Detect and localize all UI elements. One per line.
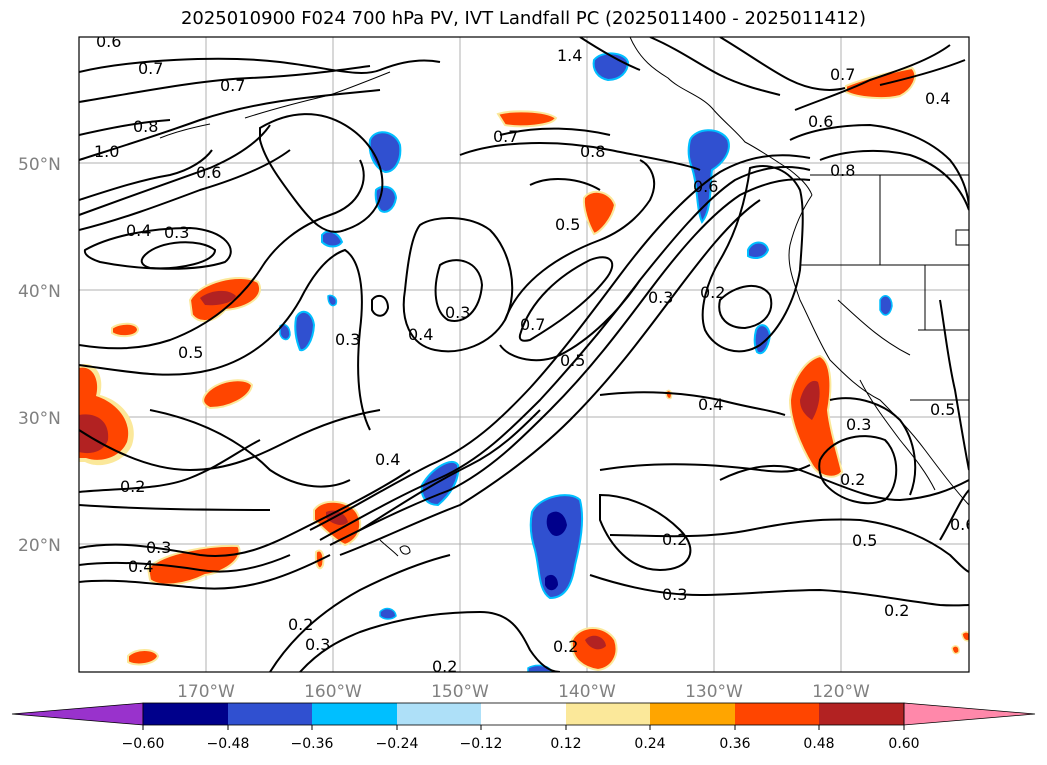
latitude-labels: 50°N 40°N 30°N 20°N — [18, 155, 61, 556]
lat-label: 40°N — [18, 282, 61, 302]
contour-label: 0.4 — [925, 89, 950, 108]
contour-label: 0.6 — [96, 32, 121, 51]
colorbar-segment — [143, 703, 228, 725]
contour-label: 0.2 — [432, 657, 457, 676]
contour-label: 0.3 — [164, 223, 189, 242]
contour-label: 0.4 — [375, 450, 400, 469]
contour-label: 0.2 — [840, 470, 865, 489]
contour-label: 0.2 — [700, 283, 725, 302]
contour-label: 0.3 — [305, 635, 330, 654]
colorbar-label: 0.24 — [634, 736, 665, 752]
contour-label: 0.2 — [120, 477, 145, 496]
contour-label: 0.8 — [580, 142, 605, 161]
colorbar-label: −0.12 — [460, 736, 503, 752]
contour-label: 0.5 — [930, 400, 955, 419]
contour-label: 0.5 — [555, 215, 580, 234]
colorbar-extend-low — [11, 702, 144, 726]
colorbar-label: 0.60 — [888, 736, 919, 752]
colorbar-segment — [481, 703, 566, 725]
contour-label: 0.3 — [445, 303, 470, 322]
contour-label: 0.7 — [138, 59, 163, 78]
contour-label: 0.7 — [520, 315, 545, 334]
contour-label: 0.8 — [133, 117, 158, 136]
contour-label: 0.7 — [220, 76, 245, 95]
contour-label: 0.6 — [196, 163, 221, 182]
contour-label: 0.5 — [178, 343, 203, 362]
lon-label: 170°W — [177, 682, 235, 702]
colorbar-ticks — [142, 725, 905, 730]
colorbar-segment — [312, 703, 397, 725]
colorbar-segment — [650, 703, 735, 725]
colorbar-segment — [566, 703, 650, 725]
contour-label: 0.3 — [662, 585, 687, 604]
contour-label: 0.4 — [408, 325, 433, 344]
colorbar-label: −0.36 — [291, 736, 334, 752]
contour-label: 0.8 — [830, 161, 855, 180]
contour-label: 0.7 — [830, 65, 855, 84]
contour-label: 0.4 — [128, 557, 153, 576]
colorbar-label: −0.48 — [207, 736, 250, 752]
colorbar-extend-high — [903, 702, 1036, 726]
contour-label: 1.0 — [94, 142, 119, 161]
contour-label: 0.2 — [662, 530, 687, 549]
lon-label: 150°W — [431, 682, 489, 702]
lat-label: 20°N — [18, 536, 61, 556]
contour-label: 0.6 — [808, 112, 833, 131]
contour-label: 0.3 — [846, 415, 871, 434]
lon-label: 160°W — [304, 682, 362, 702]
lon-label: 130°W — [685, 682, 743, 702]
colorbar-segment — [735, 703, 819, 725]
colorbar-segment — [397, 703, 481, 725]
contour-label: 0.3 — [335, 330, 360, 349]
map-frame — [78, 36, 970, 673]
contour-label: 0.2 — [884, 601, 909, 620]
colorbar-segment — [228, 703, 312, 725]
longitude-labels: 170°W 160°W 150°W 140°W 130°W 120°W — [177, 682, 870, 702]
colorbar-label: −0.60 — [122, 736, 165, 752]
colorbar-label: 0.12 — [550, 736, 581, 752]
colorbar-label: −0.24 — [376, 736, 419, 752]
contour-labels: 0.6 0.7 0.7 0.8 1.0 0.6 0.4 0.3 1.4 0.7 … — [94, 32, 975, 676]
contour-label: 0.4 — [698, 395, 723, 414]
lat-label: 50°N — [18, 155, 61, 175]
map-title: 2025010900 F024 700 hPa PV, IVT Landfall… — [180, 8, 867, 29]
contour-label: 0.7 — [493, 127, 518, 146]
contour-label: 0.4 — [126, 221, 151, 240]
contour-label: 1.4 — [557, 46, 582, 65]
contour-label: 0.2 — [288, 615, 313, 634]
lon-label: 140°W — [558, 682, 616, 702]
map-panel: 0.6 0.7 0.7 0.8 1.0 0.6 0.4 0.3 1.4 0.7 … — [79, 32, 975, 676]
contour-label: 0.3 — [648, 288, 673, 307]
lon-label: 120°W — [812, 682, 870, 702]
pv-contours — [79, 37, 969, 672]
colorbar-label: 0.36 — [719, 736, 750, 752]
contour-label: 0.3 — [146, 538, 171, 557]
lat-label: 30°N — [18, 409, 61, 429]
colorbar-segment — [819, 703, 904, 725]
contour-label: 0.6 — [950, 515, 975, 534]
contour-label: 0.2 — [553, 637, 578, 656]
colorbar-label: 0.48 — [803, 736, 834, 752]
contour-label: 0.6 — [693, 177, 718, 196]
colorbar: −0.60 −0.48 −0.36 −0.24 −0.12 0.12 0.24 … — [11, 702, 1036, 752]
contour-label: 0.5 — [560, 351, 585, 370]
contour-label: 0.5 — [852, 531, 877, 550]
